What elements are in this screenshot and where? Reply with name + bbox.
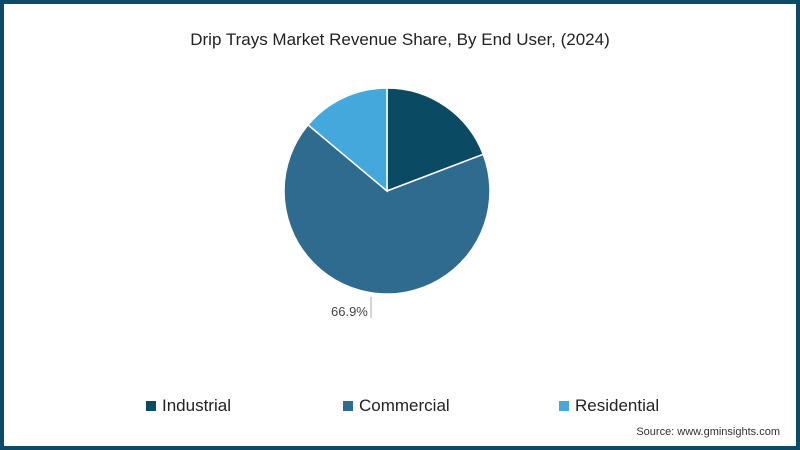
legend-label: Commercial — [359, 396, 450, 415]
legend-item-commercial[interactable]: Commercial — [343, 396, 450, 416]
source-note: Source: www.gminsights.com — [636, 426, 780, 438]
legend-item-residential[interactable]: Residential — [559, 396, 659, 416]
pie-slice-commercial[interactable] — [283, 123, 491, 295]
commercial-data-label: 66.9% — [331, 304, 368, 319]
legend-swatch-commercial — [343, 401, 353, 411]
pie-slice-industrial[interactable] — [386, 87, 485, 193]
pie-slices — [283, 87, 491, 295]
legend-swatch-residential — [559, 401, 569, 411]
chart-title: Drip Trays Market Revenue Share, By End … — [190, 30, 610, 49]
legend: Industrial Commercial Residential — [0, 396, 800, 420]
legend-item-industrial[interactable]: Industrial — [146, 396, 231, 416]
legend-swatch-industrial — [146, 401, 156, 411]
pie-slice-residential[interactable] — [306, 87, 388, 193]
legend-label: Industrial — [162, 396, 231, 415]
legend-label: Residential — [575, 396, 660, 415]
